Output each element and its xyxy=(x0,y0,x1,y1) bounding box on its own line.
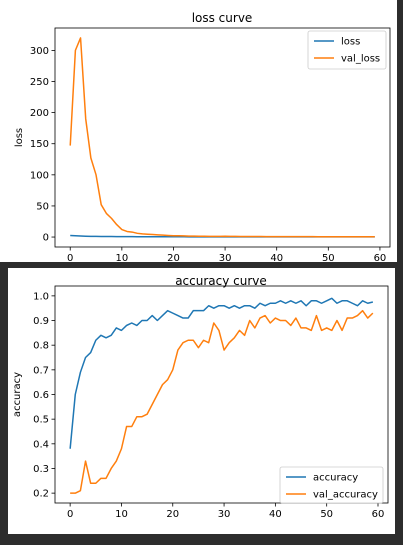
x-tick-label: 10 xyxy=(115,253,128,262)
legend-label-val-accuracy: val_accuracy xyxy=(313,490,378,501)
loss-chart-panel: loss curve loss 0 10 20 30 40 50 60 0 50 100 150 200 2… xyxy=(0,0,397,264)
y-tick-label: 250 xyxy=(30,77,49,88)
x-tick-label: 0 xyxy=(67,253,73,262)
legend-label-loss: loss xyxy=(341,37,360,48)
accuracy-plot-frame xyxy=(54,285,389,504)
x-tick-label: 10 xyxy=(115,509,128,520)
x-tick-label: 40 xyxy=(270,253,283,262)
x-tick-label: 30 xyxy=(218,509,231,520)
y-tick-label: 300 xyxy=(30,46,49,57)
y-tick-label: 0.5 xyxy=(33,415,49,426)
y-tick-label: 0.2 xyxy=(33,489,49,500)
y-tick-label: 0.9 xyxy=(33,316,49,327)
x-tick-label: 50 xyxy=(322,253,335,262)
x-tick-label: 20 xyxy=(166,509,179,520)
loss-plot-frame xyxy=(54,27,391,248)
y-tick-label: 0.8 xyxy=(33,341,49,352)
y-tick-label: 1.0 xyxy=(33,291,49,302)
x-tick-label: 60 xyxy=(374,253,387,262)
y-tick-label: 150 xyxy=(30,139,49,150)
legend-label-val-loss: val_loss xyxy=(341,54,380,65)
accuracy-chart-panel: accuracy curve accuracy 0 10 20 30 40 50 60 0.2 0.… xyxy=(8,268,395,534)
x-tick-label: 0 xyxy=(67,509,73,520)
x-tick-label: 40 xyxy=(269,509,282,520)
x-tick-label: 60 xyxy=(372,509,385,520)
legend-label-accuracy: accuracy xyxy=(313,473,358,484)
x-tick-label: 20 xyxy=(167,253,180,262)
y-tick-label: 0.7 xyxy=(33,365,49,376)
y-tick-label: 0.6 xyxy=(33,390,49,401)
accuracy-legend: accuracy val_accuracy xyxy=(279,466,384,504)
y-tick-label: 0 xyxy=(43,233,49,244)
x-tick-label: 30 xyxy=(219,253,232,262)
series-line-accuracy xyxy=(69,297,374,449)
accuracy-chart-title: accuracy curve xyxy=(175,274,267,288)
series-line-val-loss xyxy=(69,37,375,238)
series-line-val-accuracy xyxy=(70,309,374,494)
accuracy-chart: accuracy curve accuracy 0 10 20 30 40 50 60 0.2 0.… xyxy=(12,274,389,520)
loss-chart: loss curve loss 0 10 20 30 40 50 60 0 50 100 150 200 2… xyxy=(14,11,391,264)
accuracy-y-axis-label: accuracy xyxy=(12,372,23,417)
y-tick-label: 0.4 xyxy=(33,439,49,450)
y-tick-label: 0.3 xyxy=(33,464,49,475)
loss-chart-title: loss curve xyxy=(192,11,253,25)
y-tick-label: 100 xyxy=(30,170,49,181)
loss-y-axis-label: loss xyxy=(14,128,25,147)
y-tick-label: 200 xyxy=(30,108,49,119)
loss-legend: loss val_loss xyxy=(307,30,387,70)
y-tick-label: 50 xyxy=(36,201,49,212)
x-tick-label: 50 xyxy=(320,509,333,520)
